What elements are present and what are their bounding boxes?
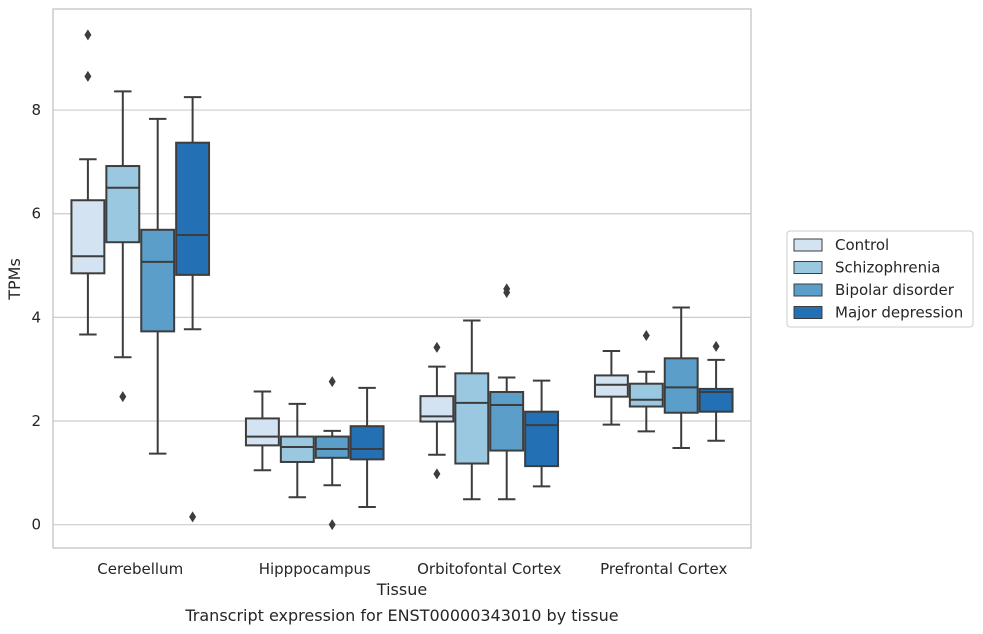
outlier-point bbox=[712, 340, 720, 352]
box-iqr bbox=[70, 199, 106, 275]
box-element bbox=[593, 350, 629, 426]
legend-label: Control bbox=[835, 236, 889, 254]
box-element bbox=[140, 117, 176, 455]
plot-frame bbox=[52, 8, 752, 549]
y-tick-label: 6 bbox=[31, 205, 41, 223]
outlier-point bbox=[119, 391, 127, 403]
box-iqr bbox=[454, 372, 490, 465]
legend-label: Schizophrenia bbox=[835, 259, 940, 277]
outlier-point bbox=[433, 468, 441, 480]
x-tick-label: Orbitofontal Cortex bbox=[417, 560, 561, 578]
box-iqr bbox=[489, 391, 525, 452]
box-iqr bbox=[663, 357, 699, 414]
outlier-point bbox=[433, 341, 441, 353]
box-element bbox=[244, 390, 280, 472]
x-axis-label: Tissue bbox=[376, 580, 427, 599]
box-element bbox=[524, 379, 560, 488]
box-element bbox=[489, 283, 525, 501]
box-iqr bbox=[140, 228, 176, 333]
box-element bbox=[70, 29, 106, 336]
outlier-point bbox=[642, 330, 650, 342]
box-element bbox=[419, 341, 455, 480]
outlier-point bbox=[503, 286, 511, 298]
legend-items: Control Schizophrenia Bipolar disorder Majo… bbox=[793, 236, 963, 322]
box-element bbox=[454, 319, 490, 501]
outlier-point bbox=[328, 376, 336, 388]
outlier-point bbox=[328, 519, 336, 531]
legend-frame bbox=[786, 230, 974, 328]
x-tick-label: Cerebellum bbox=[97, 560, 183, 578]
box-element bbox=[663, 306, 699, 449]
box-layer bbox=[70, 29, 734, 531]
legend-swatch bbox=[793, 283, 823, 297]
outlier-point bbox=[189, 511, 197, 523]
box-iqr bbox=[628, 382, 664, 408]
box-iqr bbox=[593, 374, 629, 398]
outlier-point bbox=[84, 29, 92, 41]
box-element bbox=[105, 90, 141, 403]
box-element bbox=[175, 96, 211, 523]
box-iqr bbox=[105, 165, 141, 244]
legend-item: Bipolar disorder bbox=[793, 281, 955, 299]
x-tick-label: Hipppocampus bbox=[259, 560, 371, 578]
box-iqr bbox=[314, 435, 350, 459]
box-element bbox=[279, 402, 315, 499]
legend-label: Major depression bbox=[835, 304, 963, 322]
legend-swatch bbox=[793, 306, 823, 319]
legend-item: Schizophrenia bbox=[793, 259, 940, 277]
legend-item: Control bbox=[793, 236, 889, 254]
box-iqr bbox=[279, 435, 315, 463]
box-element bbox=[628, 330, 664, 433]
legend-label: Bipolar disorder bbox=[835, 281, 955, 299]
box-iqr bbox=[698, 387, 734, 413]
box-element bbox=[314, 376, 350, 531]
box-iqr bbox=[349, 425, 385, 461]
y-axis-label: TPMs bbox=[5, 258, 24, 301]
y-tick-label: 4 bbox=[31, 308, 41, 326]
box-iqr bbox=[419, 395, 455, 423]
legend-item: Major depression bbox=[793, 304, 963, 322]
x-tick-labels: Cerebellum Hipppocampus Orbitofontal Corte… bbox=[97, 560, 727, 578]
chart-caption: Transcript expression for ENST0000034301… bbox=[184, 606, 618, 625]
box-element bbox=[349, 386, 385, 509]
box-iqr bbox=[244, 417, 280, 447]
box-element bbox=[698, 340, 734, 442]
legend-swatch bbox=[793, 261, 823, 274]
legend-swatch bbox=[793, 238, 823, 252]
y-tick-labels: 0 2 4 6 8 bbox=[31, 101, 41, 534]
box-iqr bbox=[175, 141, 211, 276]
y-tick-label: 8 bbox=[31, 101, 41, 119]
y-tick-label: 0 bbox=[31, 516, 41, 534]
x-tick-label: Prefrontal Cortex bbox=[600, 560, 727, 578]
box-iqr bbox=[524, 410, 560, 468]
outlier-point bbox=[84, 70, 92, 82]
legend: Control Schizophrenia Bipolar disorder Majo… bbox=[786, 230, 974, 328]
y-tick-label: 2 bbox=[31, 412, 41, 430]
